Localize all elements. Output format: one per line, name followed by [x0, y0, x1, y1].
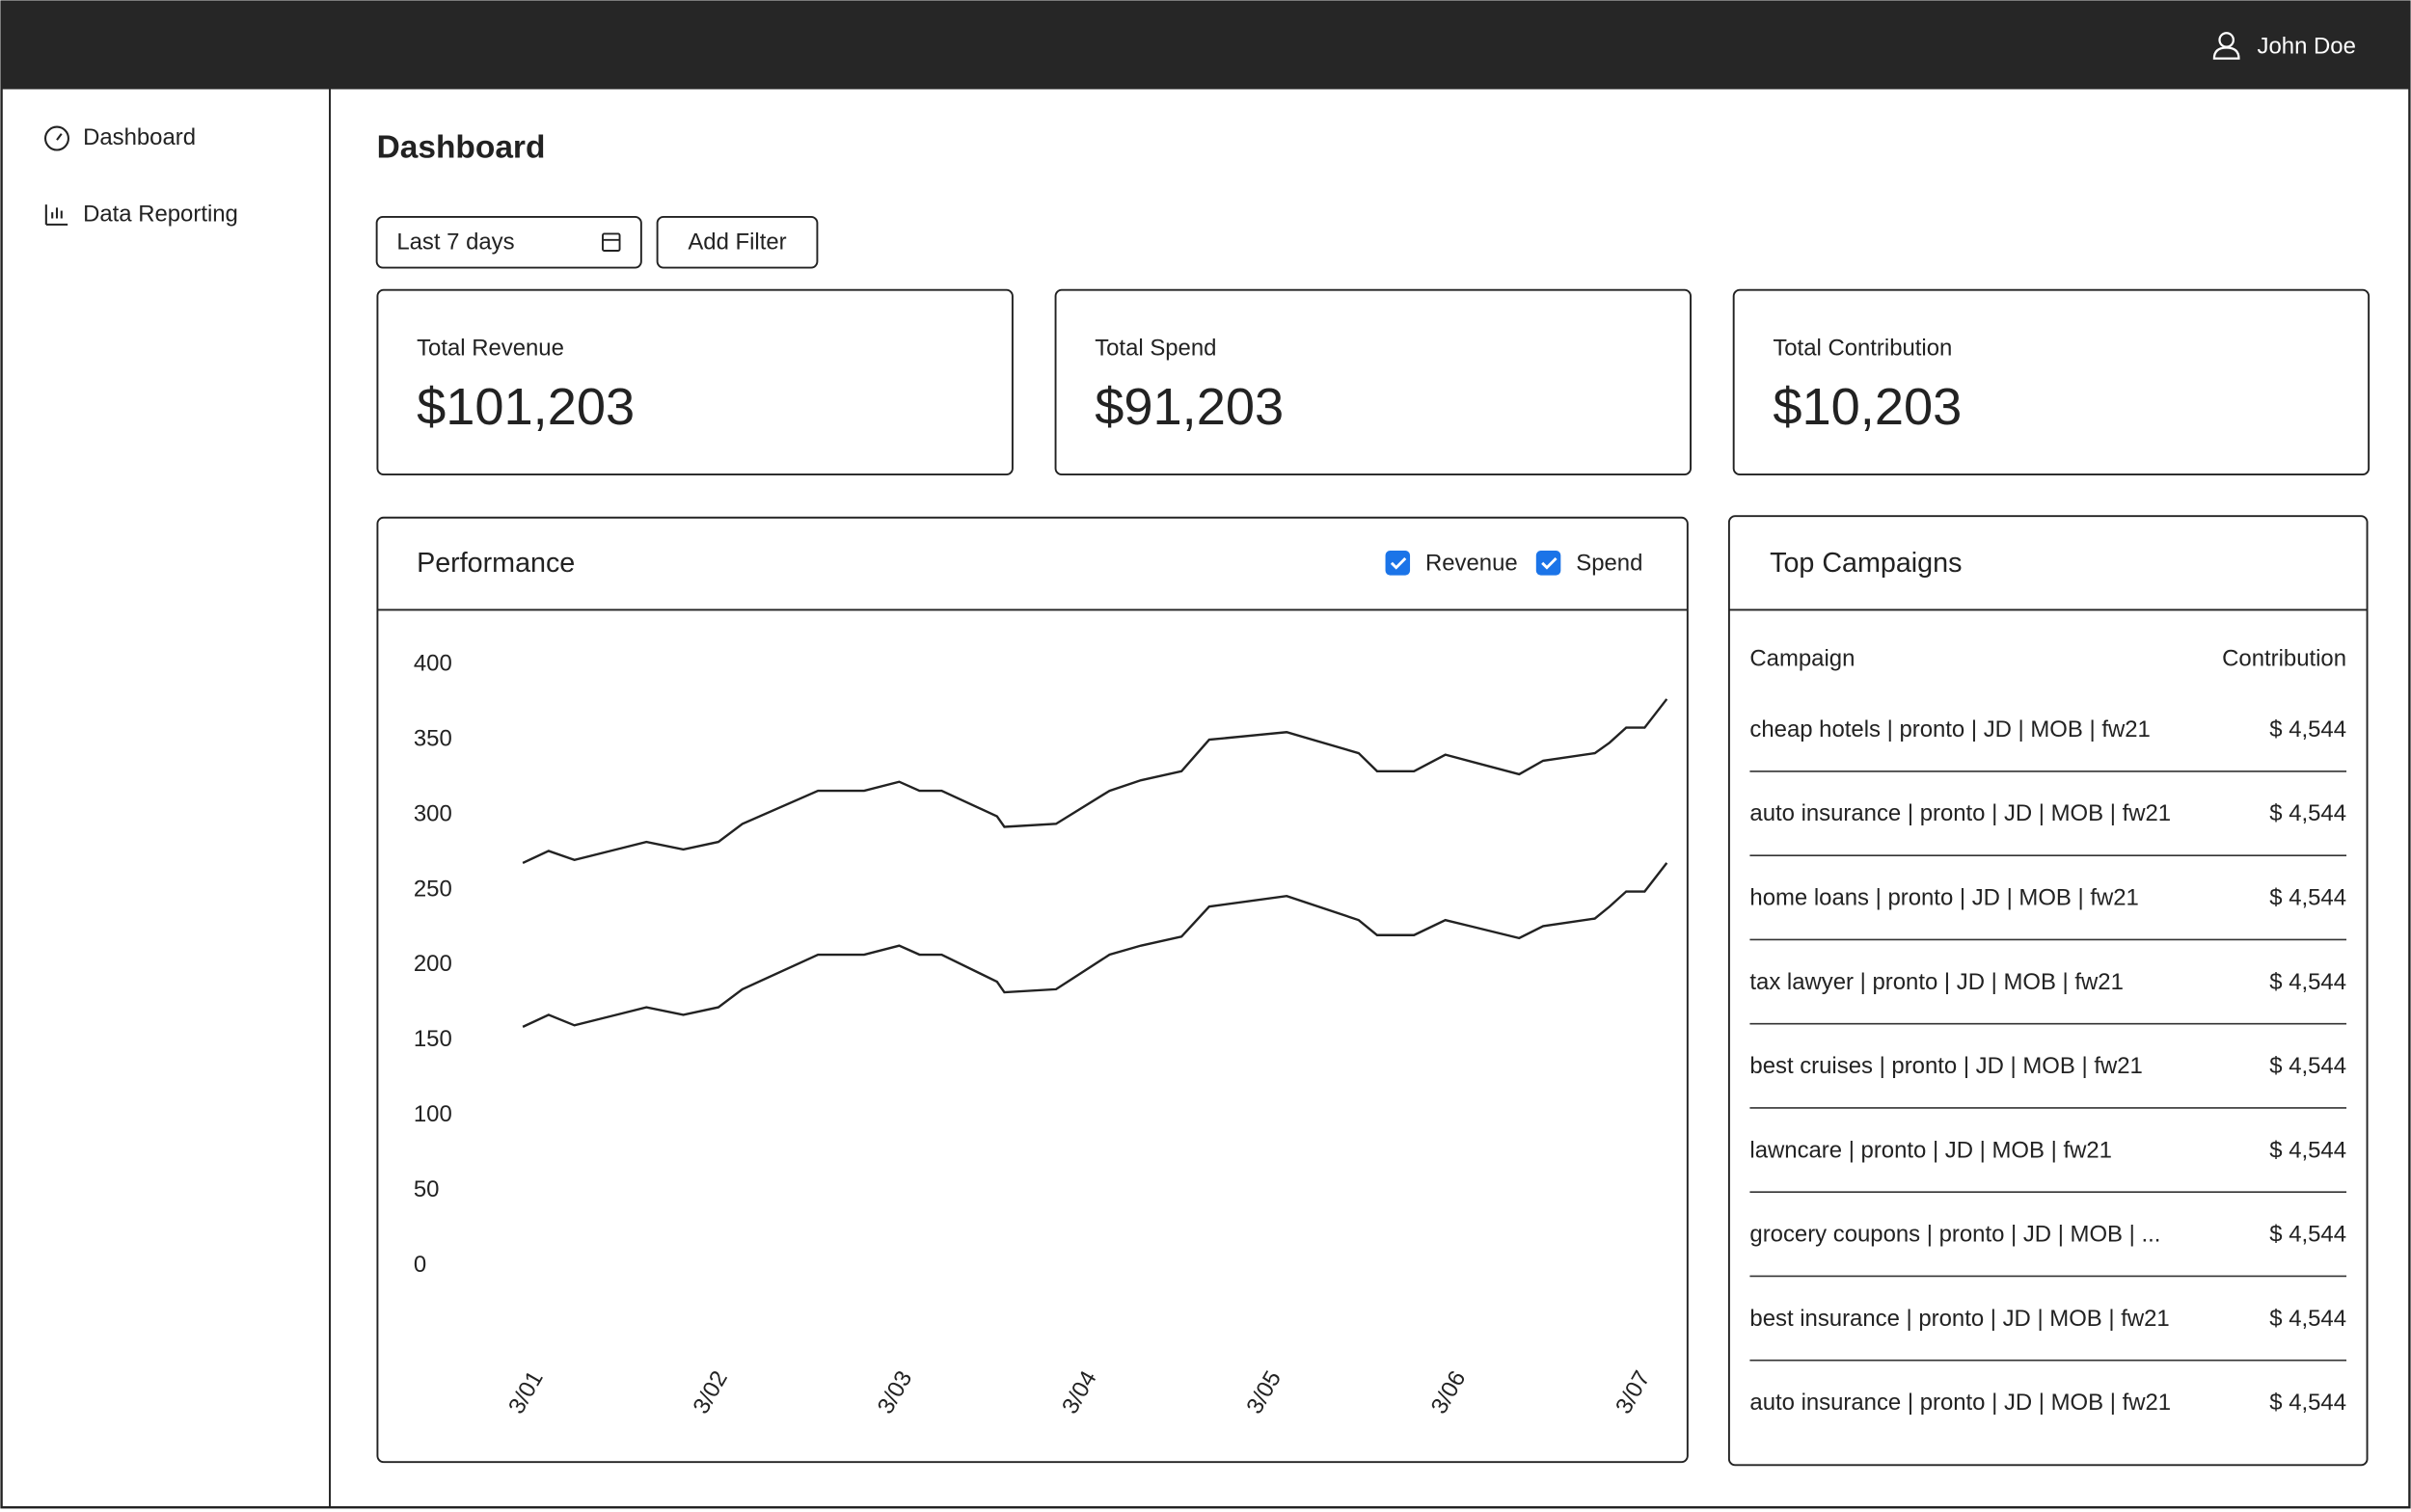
- campaign-contribution: $ 4,544: [2269, 1053, 2346, 1079]
- page-title: Dashboard: [377, 130, 546, 166]
- y-tick-label: 250: [414, 876, 452, 902]
- user-name[interactable]: John Doe: [2258, 34, 2356, 60]
- kpi-value: $91,203: [1095, 378, 1284, 436]
- kpi-value: $101,203: [417, 378, 635, 436]
- y-tick-label: 200: [414, 951, 452, 977]
- campaigns-title: Top Campaigns: [1770, 548, 1962, 579]
- user-icon: [2212, 32, 2240, 60]
- y-tick-label: 150: [414, 1026, 452, 1052]
- campaign-contribution: $ 4,544: [2269, 1390, 2346, 1416]
- campaign-name[interactable]: best insurance | pronto | JD | MOB | fw2…: [1749, 1306, 2169, 1332]
- campaign-contribution: $ 4,544: [2269, 969, 2346, 995]
- campaign-contribution: $ 4,544: [2269, 884, 2346, 910]
- column-header: Campaign: [1749, 646, 1855, 672]
- campaign-name[interactable]: auto insurance | pronto | JD | MOB | fw2…: [1749, 1390, 2171, 1416]
- reporting-icon: [44, 204, 68, 226]
- y-tick-label: 350: [414, 725, 452, 751]
- date-range-select[interactable]: [375, 215, 642, 269]
- campaign-contribution: $ 4,544: [2269, 800, 2346, 826]
- date-range-label: Last 7 days: [396, 229, 514, 255]
- campaign-name[interactable]: best cruises | pronto | JD | MOB | fw21: [1749, 1053, 2142, 1079]
- kpi-label: Total Spend: [1095, 335, 1216, 361]
- campaign-name[interactable]: home loans | pronto | JD | MOB | fw21: [1749, 884, 2138, 910]
- dashboard-icon: [43, 125, 69, 151]
- y-tick-label: 400: [414, 650, 452, 676]
- series-line: [522, 698, 1668, 864]
- kpi-label: Total Contribution: [1773, 335, 1952, 361]
- kpi-value: $10,203: [1773, 378, 1962, 436]
- calendar-icon: [602, 232, 621, 252]
- chart-title: Performance: [417, 548, 575, 579]
- y-tick-label: 300: [414, 800, 452, 826]
- kpi-card: [1054, 288, 1692, 476]
- legend-checkbox[interactable]: [1385, 551, 1411, 576]
- y-tick-label: 100: [414, 1101, 452, 1127]
- add-filter-button[interactable]: [656, 215, 819, 269]
- series-line: [522, 862, 1668, 1028]
- campaign-contribution: $ 4,544: [2269, 716, 2346, 742]
- campaign-name[interactable]: tax lawyer | pronto | JD | MOB | fw21: [1749, 969, 2123, 995]
- campaign-name[interactable]: cheap hotels | pronto | JD | MOB | fw21: [1749, 716, 2150, 742]
- y-tick-label: 50: [414, 1176, 440, 1202]
- checkmark: [1541, 557, 1558, 570]
- campaign-contribution: $ 4,544: [2269, 1306, 2346, 1332]
- add-filter-label: Add Filter: [688, 229, 786, 255]
- kpi-card: [1732, 288, 2370, 476]
- kpi-card: [376, 288, 1014, 476]
- legend-label: Revenue: [1425, 551, 1518, 577]
- y-tick-label: 0: [414, 1252, 426, 1278]
- legend-checkbox[interactable]: [1535, 551, 1561, 576]
- campaign-contribution: $ 4,544: [2269, 1222, 2346, 1248]
- nav-item[interactable]: Data Reporting: [83, 202, 238, 228]
- campaign-name[interactable]: lawncare | pronto | JD | MOB | fw21: [1749, 1137, 2112, 1163]
- checkmark: [1390, 557, 1407, 570]
- campaign-name[interactable]: auto insurance | pronto | JD | MOB | fw2…: [1749, 800, 2171, 826]
- campaign-contribution: $ 4,544: [2269, 1137, 2346, 1163]
- top-bar: [1, 1, 2410, 90]
- legend-label: Spend: [1576, 551, 1642, 577]
- campaign-name[interactable]: grocery coupons | pronto | JD | MOB | ..…: [1749, 1222, 2160, 1248]
- campaigns-card: [1727, 515, 2369, 1467]
- nav-item[interactable]: Dashboard: [83, 124, 196, 150]
- column-header: Contribution: [2222, 646, 2346, 672]
- kpi-label: Total Revenue: [417, 335, 564, 361]
